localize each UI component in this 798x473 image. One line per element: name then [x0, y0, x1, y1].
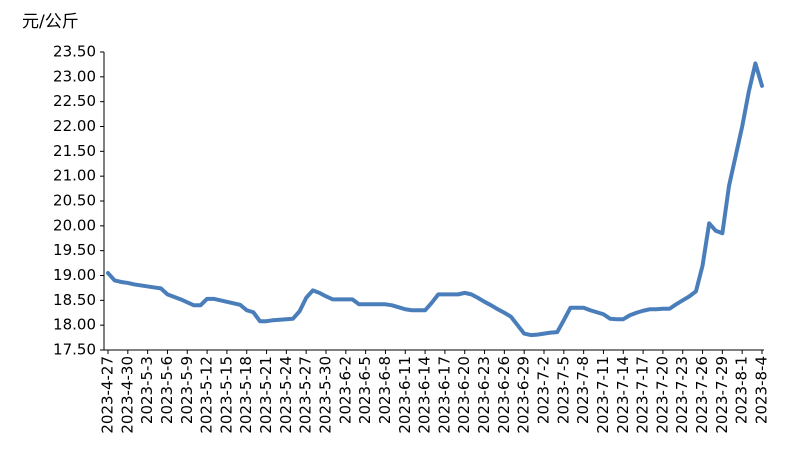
x-tick-label: 2023-5-9: [178, 356, 196, 424]
y-tick-label: 17.50: [53, 341, 96, 359]
x-tick-label: 2023-7-11: [594, 356, 612, 434]
x-tick-label: 2023-5-27: [297, 356, 315, 434]
y-tick-label: 22.50: [53, 92, 96, 110]
x-tick-label: 2023-7-29: [713, 356, 731, 434]
x-tick-label: 2023-8-4: [753, 356, 771, 424]
x-tick-label: 2023-5-18: [237, 356, 255, 434]
x-tick-label: 2023-7-23: [673, 356, 691, 434]
x-tick-label: 2023-4-30: [118, 356, 136, 434]
y-tick-label: 23.00: [53, 67, 96, 85]
x-tick-label: 2023-7-14: [614, 356, 632, 434]
y-tick-label: 18.00: [53, 316, 96, 334]
x-tick-label: 2023-6-11: [396, 356, 414, 434]
x-tick-label: 2023-4-27: [99, 356, 117, 434]
x-tick-label: 2023-7-26: [693, 356, 711, 434]
y-tick-label: 23.50: [53, 43, 96, 61]
y-tick-label: 20.00: [53, 216, 96, 234]
y-tick-label: 19.00: [53, 266, 96, 284]
x-tick-label: 2023-5-24: [277, 356, 295, 434]
x-tick-label: 2023-7-2: [535, 356, 553, 424]
data-line: [106, 61, 764, 338]
x-tick-label: 2023-6-20: [455, 356, 473, 434]
y-tick-label: 18.50: [53, 291, 96, 309]
x-tick-label: 2023-7-17: [634, 356, 652, 434]
x-tick-label: 2023-5-12: [198, 356, 216, 434]
x-tick-label: 2023-6-14: [416, 356, 434, 434]
x-tick-label: 2023-8-1: [733, 356, 751, 424]
x-tick-label: 2023-6-2: [336, 356, 354, 424]
x-tick-label: 2023-6-5: [356, 356, 374, 424]
x-tick-label: 2023-6-29: [515, 356, 533, 434]
x-tick-label: 2023-6-23: [475, 356, 493, 434]
y-tick-label: 19.50: [53, 241, 96, 259]
x-tick-label: 2023-7-8: [574, 356, 592, 424]
x-tick-label: 2023-5-6: [158, 356, 176, 424]
x-tick-label: 2023-6-17: [435, 356, 453, 434]
y-tick-label: 22.00: [53, 117, 96, 135]
y-tick-label: 20.50: [53, 192, 96, 210]
x-tick-label: 2023-5-15: [217, 356, 235, 434]
x-tick-label: 2023-5-21: [257, 356, 275, 434]
x-tick-label: 2023-6-26: [495, 356, 513, 434]
x-tick-label: 2023-6-8: [376, 356, 394, 424]
y-tick-label: 21.00: [53, 167, 96, 185]
x-tick-label: 2023-7-5: [554, 356, 572, 424]
y-tick-label: 21.50: [53, 142, 96, 160]
x-tick-label: 2023-5-3: [138, 356, 156, 424]
x-tick-label: 2023-7-20: [653, 356, 671, 434]
y-axis-title: 元/公斤: [22, 12, 79, 32]
x-tick-label: 2023-5-30: [317, 356, 335, 434]
